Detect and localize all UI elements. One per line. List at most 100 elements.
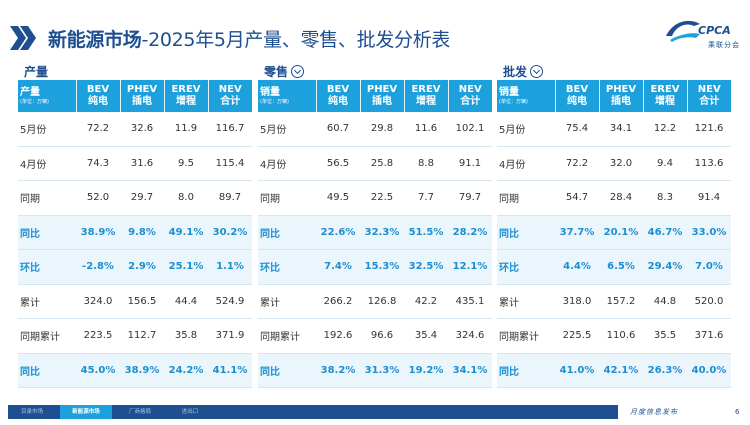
table-cell-erev: 49.1% <box>164 215 208 250</box>
column-header-phev: PHEV 插电 <box>120 80 165 112</box>
row-label: 同比 <box>497 353 555 388</box>
unit-label: (单位：万辆) <box>499 98 528 105</box>
table-cell-nev: 30.2% <box>208 215 252 250</box>
table-row: 环比 -2.8% 2.9% 25.1% 1.1% <box>18 249 252 285</box>
column-header-nev: NEV 合计 <box>208 80 252 112</box>
row-label: 同比 <box>258 353 316 388</box>
retail-panel: 零售 销量 (单位：万辆) BEV 纯电 PHEV 插电 EREV 增程 NEV 合计 5月份 60.7… <box>258 62 492 388</box>
table-cell-erev: 8.3 <box>643 180 687 216</box>
table-row: 累计 266.2 126.8 42.2 435.1 <box>258 284 492 319</box>
table-row: 同比 41.0% 42.1% 26.3% 40.0% <box>497 353 731 388</box>
table-row: 同比 38.2% 31.3% 19.2% 34.1% <box>258 353 492 388</box>
table-cell-erev: 35.4 <box>404 318 448 354</box>
table-row: 4月份 74.3 31.6 9.5 115.4 <box>18 146 252 181</box>
table-cell-nev: 113.6 <box>687 146 731 181</box>
table-cell-phev: 6.5% <box>599 249 643 285</box>
table-cell-erev: 9.4 <box>643 146 687 181</box>
footer-tab-3[interactable]: 进出口 <box>181 409 199 415</box>
table-cell-bev: -2.8% <box>76 249 120 285</box>
row-label: 同期 <box>258 180 316 216</box>
table-row: 5月份 75.4 34.1 12.2 121.6 <box>497 112 731 147</box>
column-header-code: PHEV <box>605 84 637 95</box>
table-cell-erev: 8.8 <box>404 146 448 181</box>
column-header-phev: PHEV 插电 <box>599 80 644 112</box>
column-header-phev: PHEV 插电 <box>360 80 405 112</box>
table-cell-bev: 324.0 <box>76 284 120 319</box>
column-header-code: PHEV <box>366 84 398 95</box>
column-header-code: NEV <box>697 84 721 95</box>
table-cell-nev: 102.1 <box>448 112 492 147</box>
footer-tab-2[interactable]: 厂商格局 <box>128 409 151 415</box>
table-cell-nev: 89.7 <box>208 180 252 216</box>
table-cell-bev: 54.7 <box>555 180 599 216</box>
table-cell-nev: 12.1% <box>448 249 492 285</box>
column-header-label: 纯电 <box>328 96 348 107</box>
table-corner-header: 销量 (单位：万辆) <box>258 80 317 112</box>
arrow-down-circle-icon <box>530 64 544 78</box>
table-row: 同期 52.0 29.7 8.0 89.7 <box>18 180 252 216</box>
table-cell-phev: 126.8 <box>360 284 404 319</box>
table-row: 5月份 60.7 29.8 11.6 102.1 <box>258 112 492 147</box>
table-cell-bev: 72.2 <box>555 146 599 181</box>
table-cell-phev: 29.7 <box>120 180 164 216</box>
row-label: 同比 <box>18 215 76 250</box>
row-label: 5月份 <box>258 112 316 147</box>
table-cell-erev: 35.5 <box>643 318 687 354</box>
column-header-label: 插电 <box>372 96 392 107</box>
production-panel: 产量 产量 (单位：万辆) BEV 纯电 PHEV 插电 EREV 增程 NEV 合计 5月份 72.2… <box>18 62 252 388</box>
table-cell-bev: 52.0 <box>76 180 120 216</box>
table-cell-phev: 96.6 <box>360 318 404 354</box>
header: 新能源市场-2025年5月产量、零售、批发分析表 <box>8 20 568 56</box>
column-header-label: 插电 <box>132 96 152 107</box>
column-header-code: EREV <box>171 84 201 95</box>
table-cell-bev: 45.0% <box>76 353 120 388</box>
table-cell-nev: 7.0% <box>687 249 731 285</box>
column-header-label: 合计 <box>699 96 720 107</box>
table-cell-nev: 371.9 <box>208 318 252 354</box>
table-cell-bev: 74.3 <box>76 146 120 181</box>
table-header-row: 销量 (单位：万辆) BEV 纯电 PHEV 插电 EREV 增程 NEV 合计 <box>497 80 731 112</box>
retail-title: 零售 <box>258 62 492 80</box>
table-cell-phev: 42.1% <box>599 353 643 388</box>
table-cell-erev: 9.5 <box>164 146 208 181</box>
table-cell-phev: 32.6 <box>120 112 164 147</box>
column-header-label: 插电 <box>611 96 631 107</box>
table-cell-bev: 4.4% <box>555 249 599 285</box>
footer-tab-1[interactable]: 新能源市场 <box>60 405 112 419</box>
table-cell-phev: 28.4 <box>599 180 643 216</box>
table-cell-nev: 435.1 <box>448 284 492 319</box>
table-cell-phev: 29.8 <box>360 112 404 147</box>
table-cell-nev: 34.1% <box>448 353 492 388</box>
table-cell-bev: 41.0% <box>555 353 599 388</box>
table-row: 同期 49.5 22.5 7.7 79.7 <box>258 180 492 216</box>
table-cell-nev: 371.6 <box>687 318 731 354</box>
table-cell-erev: 44.4 <box>164 284 208 319</box>
table-cell-nev: 41.1% <box>208 353 252 388</box>
table-cell-erev: 19.2% <box>404 353 448 388</box>
table-row: 同比 38.9% 9.8% 49.1% 30.2% <box>18 215 252 250</box>
table-cell-phev: 15.3% <box>360 249 404 285</box>
table-cell-nev: 520.0 <box>687 284 731 319</box>
table-cell-erev: 29.4% <box>643 249 687 285</box>
cpca-logo: CPCA <box>666 20 731 42</box>
table-cell-nev: 115.4 <box>208 146 252 181</box>
table-cell-erev: 12.2 <box>643 112 687 147</box>
table-row: 4月份 72.2 32.0 9.4 113.6 <box>497 146 731 181</box>
table-row: 同期累计 223.5 112.7 35.8 371.9 <box>18 318 252 354</box>
table-row: 同期累计 192.6 96.6 35.4 324.6 <box>258 318 492 354</box>
column-header-code: BEV <box>326 84 350 95</box>
table-cell-phev: 34.1 <box>599 112 643 147</box>
table-cell-bev: 75.4 <box>555 112 599 147</box>
footer-tab-0[interactable]: 目录市场 <box>20 409 43 415</box>
column-header-bev: BEV 纯电 <box>76 80 121 112</box>
table-header-row: 销量 (单位：万辆) BEV 纯电 PHEV 插电 EREV 增程 NEV 合计 <box>258 80 492 112</box>
table-cell-bev: 266.2 <box>316 284 360 319</box>
table-cell-nev: 33.0% <box>687 215 731 250</box>
table-row: 同期 54.7 28.4 8.3 91.4 <box>497 180 731 216</box>
table-cell-phev: 38.9% <box>120 353 164 388</box>
row-label: 同期 <box>18 180 76 216</box>
table-cell-nev: 524.9 <box>208 284 252 319</box>
column-header-label: 纯电 <box>88 96 108 107</box>
column-header-label: 合计 <box>460 96 481 107</box>
row-label: 同比 <box>18 353 76 388</box>
